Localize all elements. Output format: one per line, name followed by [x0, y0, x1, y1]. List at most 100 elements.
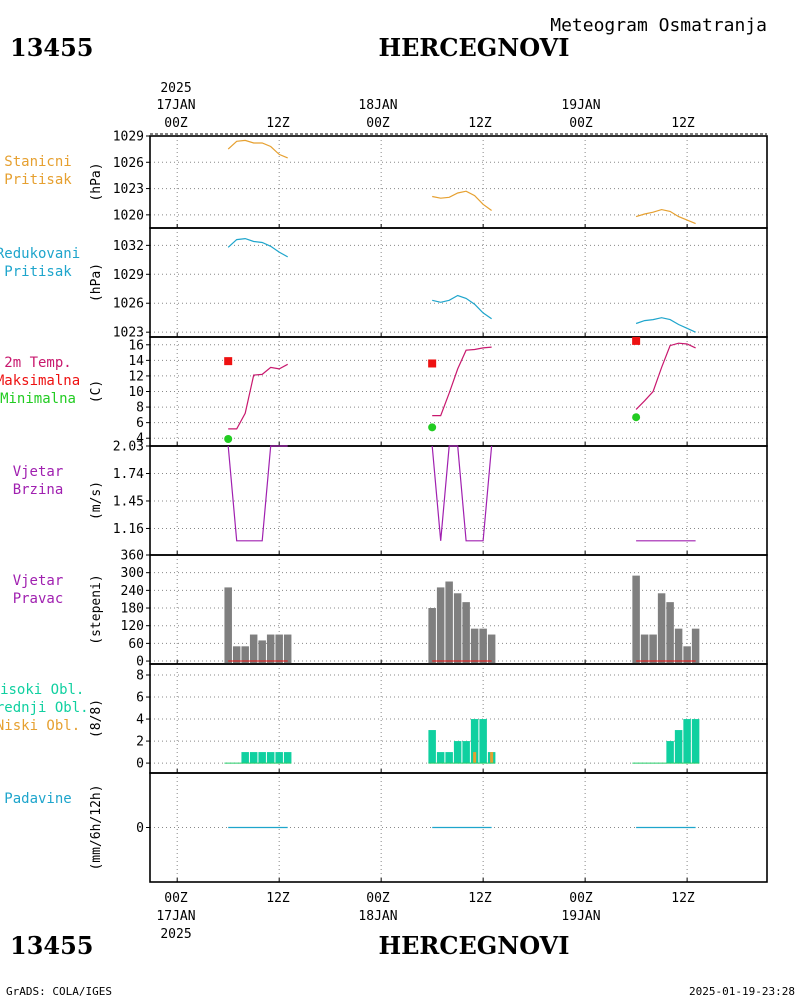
direction-bar [258, 640, 266, 664]
top-hour-3: 00Z [366, 116, 390, 131]
direction-bar [283, 634, 292, 664]
panel-label: Pravac [13, 591, 64, 607]
direction-bar [640, 634, 649, 664]
panel-label: Brzina [13, 482, 64, 498]
panel-frame [149, 772, 768, 883]
cloud-high-bar [445, 752, 453, 764]
series-line [227, 445, 288, 542]
series-line [431, 445, 493, 542]
plot-layer: 1020102310261029(hPa)StanicniPritisak102… [0, 130, 768, 883]
top-hour-4: 12Z [468, 116, 492, 131]
footer-right: 2025-01-19-23:28 [689, 985, 795, 998]
y-tick-label: 0 [136, 821, 144, 836]
y-tick-label: 16 [128, 338, 144, 353]
tmax-marker [428, 359, 437, 368]
y-tick-label: 1029 [113, 268, 144, 283]
bottom-date-3: 19JAN [561, 909, 600, 924]
direction-bar [657, 593, 666, 664]
bottom-hour-2: 12Z [266, 891, 290, 906]
direction-bar [224, 587, 232, 664]
tmin-marker [632, 413, 641, 422]
panel-stanicni: 1020 1023 1026 1029 (hPa) Stanicni Pritisak [4, 130, 768, 229]
station-id-bottom: 13455 [10, 931, 94, 960]
station-name-top: HERCEGNOVI [378, 33, 569, 62]
cloud-low-bar [490, 752, 494, 764]
series-line [227, 237, 288, 258]
top-date-1: 17JAN [156, 98, 195, 113]
series-line [635, 208, 696, 225]
y-unit-label: (stepeni) [89, 574, 104, 644]
top-hour-5: 00Z [569, 116, 593, 131]
direction-bar [470, 628, 479, 664]
bottom-hour-3: 00Z [366, 891, 390, 906]
cloud-high-bar [436, 752, 445, 764]
series-line [635, 342, 696, 410]
y-tick-label: 8 [136, 669, 144, 684]
tmax-marker [632, 336, 641, 345]
panel-label: Stanicni [4, 154, 71, 170]
y-unit-label: (mm/6h/12h) [89, 784, 104, 870]
year-bottom: 2025 [160, 927, 191, 942]
y-tick-label: 60 [128, 637, 144, 652]
panel-padavine: 0 (mm/6h/12h) Padavine [4, 772, 768, 883]
y-tick-label: 2 [136, 735, 144, 750]
direction-bar [479, 628, 487, 664]
y-tick-label: 1020 [113, 208, 144, 223]
panel-vjetar_pravac: 0 60 120 180 240 300 360 (stepeni) Vjetar Pravac [13, 549, 768, 670]
panel-oblacnost: 0 2 4 6 8 (8/8) Visoki Obl. Srednji Obl. Niski O… [0, 663, 768, 774]
y-unit-label: (8/8) [89, 699, 104, 738]
direction-bar [462, 602, 470, 664]
direction-bar [436, 587, 445, 664]
cloud-high-bar [258, 752, 266, 764]
direction-bar [666, 602, 674, 664]
top-hour-2: 12Z [266, 116, 290, 131]
direction-bar [232, 646, 241, 664]
y-tick-label: 1029 [113, 130, 144, 145]
panel-redukovani: 1023 1026 1029 1032 (hPa) Redukovani Pritisak [0, 227, 768, 341]
direction-bar [241, 646, 249, 664]
panel-label: Pritisak [4, 264, 72, 280]
tmin-marker [224, 434, 233, 443]
y-tick-label: 240 [121, 584, 144, 599]
tmax-marker [224, 357, 233, 366]
footer-left: GrADS: COLA/IGES [6, 985, 112, 998]
cloud-high-bar [275, 752, 283, 764]
bottom-hour-4: 12Z [468, 891, 492, 906]
direction-bar [428, 608, 436, 664]
top-hour-1: 00Z [164, 116, 188, 131]
bottom-hour-6: 12Z [671, 891, 695, 906]
cloud-high-bar [428, 730, 436, 764]
panel-vjetar_brzina: 1.16 1.45 1.74 2.03 (m/s) Vjetar Brzina [13, 440, 768, 556]
station-name-bottom: HERCEGNOVI [378, 931, 569, 960]
y-tick-label: 120 [121, 619, 144, 634]
cloud-high-bar [683, 719, 691, 764]
panel-label: 2m Temp. [4, 355, 71, 371]
panel-label: Srednji Obl. [0, 700, 89, 716]
y-unit-label: (m/s) [89, 481, 104, 520]
cloud-high-bar [249, 752, 258, 764]
direction-bar [632, 575, 640, 664]
y-tick-label: 8 [136, 401, 144, 416]
direction-bar [691, 628, 700, 664]
y-tick-label: 300 [121, 566, 144, 581]
y-tick-label: 0 [136, 655, 144, 670]
cloud-high-bar [283, 752, 292, 764]
panel-label: Pritisak [4, 172, 72, 188]
y-tick-label: 4 [136, 432, 144, 447]
top-date-3: 19JAN [561, 98, 600, 113]
y-tick-label: 12 [128, 369, 144, 384]
y-unit-label: (hPa) [89, 263, 104, 302]
cloud-low-bar [473, 752, 477, 764]
tmin-marker [428, 423, 437, 432]
direction-bar [487, 634, 496, 664]
direction-bar [275, 634, 283, 664]
series-line [432, 346, 492, 417]
series-line [432, 190, 492, 211]
panel-frame [149, 227, 768, 338]
meteogram-subtitle: Meteogram Osmatranja [550, 15, 767, 36]
year-top: 2025 [160, 81, 191, 96]
series-line [432, 294, 492, 320]
cloud-high-bar [453, 741, 462, 764]
y-tick-label: 180 [121, 602, 144, 617]
cloud-high-bar [691, 719, 700, 764]
